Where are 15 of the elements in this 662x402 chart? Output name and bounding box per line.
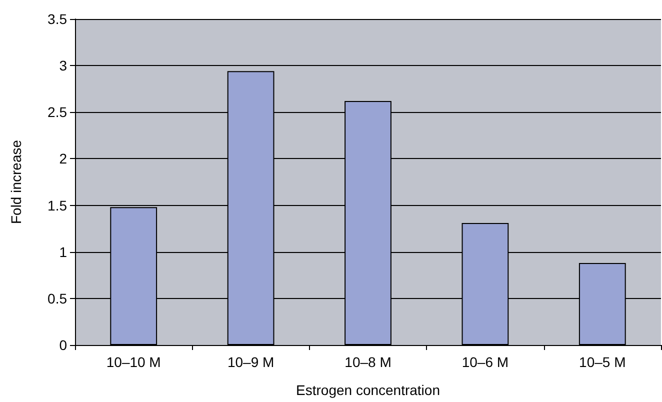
y-tick-label: 0.5: [48, 290, 68, 306]
x-tick-label: 10–8 M: [344, 354, 392, 370]
y-tick-label: 2: [59, 150, 68, 167]
x-tick-label: 10–6 M: [462, 354, 509, 370]
y-tick-label: 2.5: [48, 104, 68, 120]
y-tick-label: 1: [59, 244, 68, 260]
x-axis-title: Estrogen concentration: [296, 382, 440, 398]
y-tick-label: 0: [59, 337, 68, 353]
y-tick-label: 1.5: [48, 197, 68, 214]
x-tick-label: 10–10 M: [106, 354, 161, 370]
x-tick-label: 10–5 M: [579, 354, 626, 370]
y-tick-label: 3: [59, 58, 68, 74]
x-tick-label: 10–9 M: [227, 354, 274, 370]
y-axis-title: Fold increase: [8, 140, 24, 224]
y-tick-label: 3.5: [48, 11, 68, 27]
